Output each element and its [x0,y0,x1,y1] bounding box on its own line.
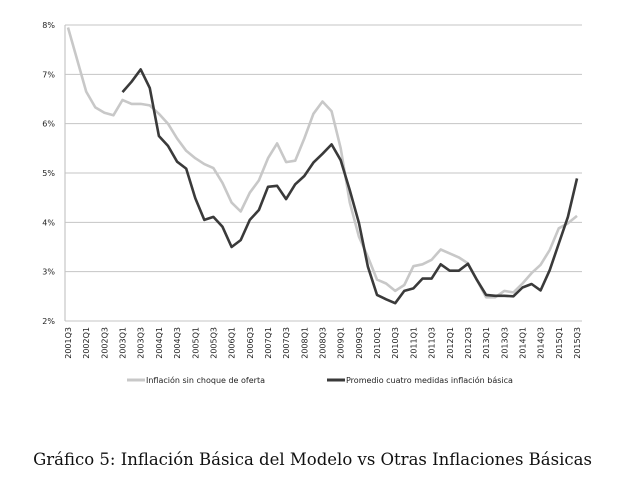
y-tick-label: 2% [42,317,55,326]
x-tick-label: 2005Q1 [191,327,200,359]
x-tick-label: 2002Q3 [100,327,109,359]
x-tick-label: 2003Q3 [137,327,146,359]
legend-label-0: Inflación sin choque de oferta [146,375,265,385]
y-tick-label: 6% [42,120,55,129]
x-tick-label: 2010Q3 [391,327,400,359]
y-tick-label: 8% [42,21,55,30]
y-tick-label: 3% [42,268,55,277]
legend-label-1: Promedio cuatro medidas inflación básica [346,375,513,385]
x-tick-label: 2007Q1 [264,327,273,359]
x-tick-label: 2015Q1 [555,327,564,359]
x-tick-label: 2014Q3 [537,327,546,359]
y-tick-label: 7% [42,70,55,79]
x-tick-label: 2014Q1 [518,327,527,359]
y-tick-label: 5% [42,169,55,178]
series-line-0 [66,27,578,299]
x-tick-label: 2006Q3 [246,327,255,359]
x-tick-label: 2012Q1 [446,327,455,359]
y-tick-label: 4% [42,218,55,227]
x-tick-label: 2011Q1 [409,327,418,359]
x-tick-label: 2007Q3 [282,327,291,359]
x-axis-ticks: 2001Q3 2002Q1 2002Q3 2003Q1 2003Q3 2004Q1 2004… [64,327,582,359]
legend: Inflación sin choque de oferta Promedio c… [127,375,513,385]
x-tick-label: 2009Q1 [337,327,346,359]
x-tick-label: 2004Q3 [173,327,182,359]
x-tick-label: 2013Q1 [482,327,491,359]
figure-caption: Gráfico 5: Inflación Básica del Modelo v… [33,450,592,469]
series-lines [66,27,579,305]
x-tick-label: 2013Q3 [500,327,509,359]
x-tick-label: 2009Q3 [355,327,364,359]
series-line-1 [121,68,579,305]
x-tick-label: 2015Q3 [573,327,582,359]
x-tick-label: 2002Q1 [82,327,91,359]
x-tick-label: 2008Q1 [300,327,309,359]
x-tick-label: 2008Q3 [319,327,328,359]
x-tick-label: 2001Q3 [64,327,73,359]
y-axis-ticks: 2% 3% 4% 5% 6% 7% 8% [42,21,55,326]
x-tick-label: 2011Q3 [428,327,437,359]
x-tick-label: 2012Q3 [464,327,473,359]
x-tick-label: 2010Q1 [373,327,382,359]
x-tick-label: 2005Q3 [209,327,218,359]
gridlines [64,24,582,322]
x-tick-label: 2003Q1 [119,327,128,359]
x-tick-label: 2004Q1 [155,327,164,359]
x-tick-label: 2006Q1 [228,327,237,359]
